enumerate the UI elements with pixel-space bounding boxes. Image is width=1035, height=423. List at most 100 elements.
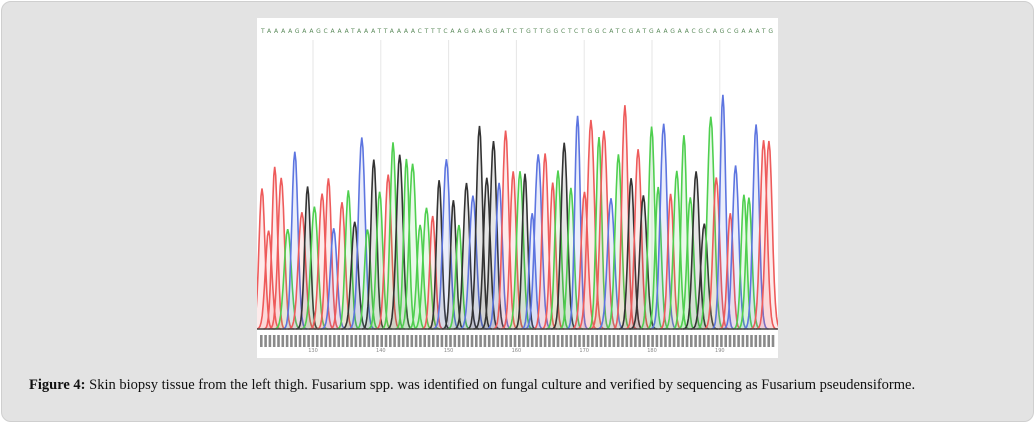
scale-segment bbox=[436, 335, 439, 347]
chromatogram: TAAAAGAAGCAAATAAATTAAAACTTTCAAGAAGGATCTG… bbox=[257, 18, 778, 358]
peak-fill bbox=[672, 135, 696, 329]
scale-segment bbox=[260, 335, 263, 347]
scale-segment bbox=[406, 335, 409, 347]
sequence: TAAAAGAAGCAAATAAATTAAAACTTTCAAGAAGGATCTG… bbox=[260, 28, 773, 35]
peak bbox=[587, 137, 611, 330]
scale-labels: 130 140 150 160 170 180 190 bbox=[308, 348, 724, 354]
scale-segment bbox=[384, 335, 388, 347]
peak-fill bbox=[268, 177, 294, 329]
scale-segment bbox=[307, 335, 310, 347]
scale-segment bbox=[389, 335, 392, 347]
peak-fill bbox=[659, 193, 683, 329]
scale-segment bbox=[281, 335, 285, 347]
peak bbox=[257, 230, 282, 330]
scale-segment bbox=[427, 335, 431, 347]
peak-fill bbox=[362, 159, 386, 329]
peak bbox=[320, 228, 347, 330]
peak bbox=[663, 170, 690, 330]
peak bbox=[750, 140, 778, 330]
scale-segment bbox=[741, 335, 745, 347]
peak bbox=[355, 229, 380, 330]
scale-segment bbox=[616, 335, 620, 347]
peak-fill bbox=[442, 200, 465, 329]
scale-segment bbox=[668, 335, 672, 347]
peak-fill bbox=[524, 154, 553, 329]
peak-fill bbox=[514, 173, 536, 329]
scale-segment bbox=[453, 335, 457, 347]
peak bbox=[513, 173, 537, 330]
scale-segment bbox=[608, 335, 611, 347]
peak bbox=[659, 193, 683, 330]
peak-fill bbox=[650, 123, 678, 329]
scale-segment bbox=[720, 335, 723, 347]
scale-segment bbox=[698, 335, 702, 347]
peak bbox=[336, 190, 361, 330]
scale-segment bbox=[526, 335, 530, 347]
peak bbox=[541, 182, 565, 330]
peak bbox=[287, 212, 317, 330]
scale-segment bbox=[685, 335, 689, 347]
peak-fill bbox=[576, 119, 606, 329]
caption: Figure 4: Skin biopsy tissue from the le… bbox=[29, 376, 1004, 394]
peak-fill bbox=[282, 151, 308, 329]
scale-segment bbox=[401, 335, 405, 347]
peak bbox=[398, 163, 427, 330]
scale-label: 190 bbox=[715, 348, 725, 354]
scale-segment bbox=[272, 335, 276, 347]
peak bbox=[282, 151, 308, 330]
scale-segment bbox=[303, 335, 306, 347]
peak bbox=[432, 159, 461, 330]
scale-segment bbox=[268, 335, 272, 347]
scale-segment bbox=[767, 335, 770, 347]
peak-fill bbox=[336, 190, 361, 329]
peak bbox=[492, 130, 519, 330]
scale-segment bbox=[561, 335, 564, 347]
scale-segment bbox=[380, 335, 383, 347]
scale-segment bbox=[466, 335, 469, 347]
peak bbox=[395, 158, 418, 330]
scale-segment bbox=[358, 335, 362, 347]
scale-segment bbox=[505, 335, 508, 347]
scale-segment bbox=[354, 335, 358, 347]
peak bbox=[605, 154, 632, 330]
scale-segment bbox=[763, 335, 766, 347]
peak-fill bbox=[386, 154, 413, 329]
scale-segment bbox=[432, 335, 435, 347]
scale-segment bbox=[707, 335, 710, 347]
scale-segment bbox=[548, 335, 551, 347]
scale-segment bbox=[324, 335, 328, 347]
peak bbox=[646, 186, 671, 330]
scale-segment bbox=[333, 335, 336, 347]
peak bbox=[300, 206, 329, 330]
scale-segment bbox=[591, 335, 594, 347]
peak-fill bbox=[348, 137, 376, 329]
scale-segment bbox=[733, 335, 736, 347]
peak bbox=[348, 137, 376, 330]
scale-segment bbox=[479, 335, 482, 347]
peak bbox=[672, 135, 696, 330]
peak-fill bbox=[612, 105, 637, 329]
scale-segment bbox=[754, 335, 758, 347]
peak bbox=[690, 223, 719, 330]
scale-segment bbox=[702, 335, 706, 347]
scale-segment bbox=[711, 335, 715, 347]
peak bbox=[551, 142, 578, 330]
peak-fill bbox=[546, 170, 571, 329]
scale-segment bbox=[595, 335, 598, 347]
peak bbox=[524, 154, 553, 330]
scale-segment bbox=[315, 335, 319, 347]
peak-fill bbox=[446, 225, 471, 329]
scale-segment bbox=[586, 335, 590, 347]
scale-label: 130 bbox=[308, 348, 318, 354]
peak-fill bbox=[375, 174, 402, 329]
peak-fill bbox=[703, 177, 730, 329]
peak-fill bbox=[558, 187, 584, 329]
scale-segment bbox=[569, 335, 573, 347]
scale-segment bbox=[582, 335, 586, 347]
scale-segment bbox=[414, 335, 418, 347]
peak-fill bbox=[520, 213, 544, 329]
peak-fill bbox=[618, 178, 644, 329]
scale-bar bbox=[260, 335, 775, 347]
scale-segment bbox=[659, 335, 663, 347]
peak-fill bbox=[711, 94, 735, 329]
